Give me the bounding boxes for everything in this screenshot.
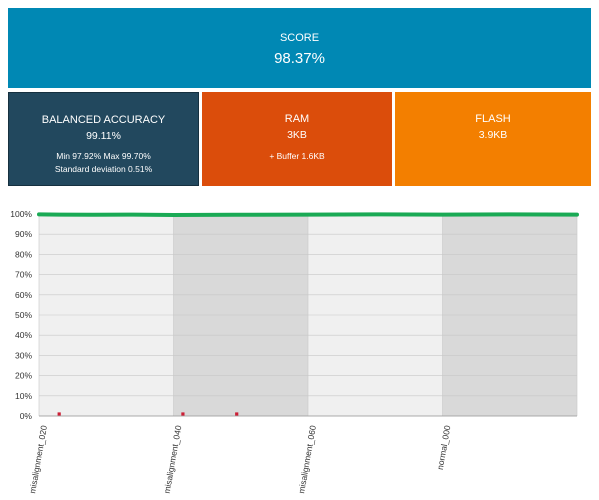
balanced-accuracy-label: BALANCED ACCURACY: [41, 114, 166, 126]
accuracy-chart: 0% 10% 20% 30% 40% 50% 60% 70% 80% 90% 100% misali…: [10, 209, 579, 494]
flash-label: FLASH: [475, 113, 511, 125]
series-point: [181, 412, 185, 416]
x-tick-label: normal_000: [435, 424, 453, 470]
series-point: [235, 412, 239, 416]
x-axis-labels: misalignment_020 misalignment_040 misalign…: [27, 424, 452, 494]
balanced-accuracy-stddev: Standard deviation 0.51%: [54, 164, 153, 174]
y-tick-label: 20%: [15, 371, 32, 381]
y-tick-label: 50%: [15, 310, 32, 320]
y-tick-label: 70%: [15, 270, 32, 280]
series-point: [57, 412, 61, 416]
ram-value: 3KB: [287, 129, 307, 141]
ram-label: RAM: [284, 113, 310, 125]
y-tick-label: 60%: [15, 290, 32, 300]
balanced-accuracy-tile: BALANCED ACCURACY 99.11% Min 97.92% Max …: [8, 92, 199, 186]
y-tick-label: 40%: [15, 330, 32, 340]
balanced-accuracy-value: 99.11%: [86, 130, 121, 142]
y-tick-label: 30%: [15, 350, 32, 360]
score-tile: SCORE 98.37%: [8, 8, 591, 88]
y-axis-ticks: 0% 10% 20% 30% 40% 50% 60% 70% 80% 90% 100%: [10, 209, 32, 421]
flash-value: 3.9KB: [478, 129, 508, 141]
y-tick-label: 10%: [15, 391, 32, 401]
x-tick-label: misalignment_060: [296, 424, 318, 494]
x-tick-label: misalignment_020: [27, 424, 49, 494]
score-value: 98.37%: [274, 50, 325, 67]
balanced-accuracy-min-max: Min 97.92% Max 99.70%: [56, 151, 151, 161]
flash-tile: FLASH 3.9KB: [395, 92, 591, 186]
y-tick-label: 0%: [20, 411, 33, 421]
y-tick-label: 100%: [10, 209, 32, 219]
ram-buffer: + Buffer 1.6KB: [269, 151, 325, 161]
y-tick-label: 80%: [15, 249, 32, 259]
chart-series: [37, 212, 579, 416]
score-label: SCORE: [279, 32, 320, 44]
ram-tile: RAM 3KB + Buffer 1.6KB: [202, 92, 392, 186]
series-line: [37, 212, 579, 218]
x-tick-label: misalignment_040: [162, 424, 184, 494]
y-tick-label: 90%: [15, 229, 32, 239]
